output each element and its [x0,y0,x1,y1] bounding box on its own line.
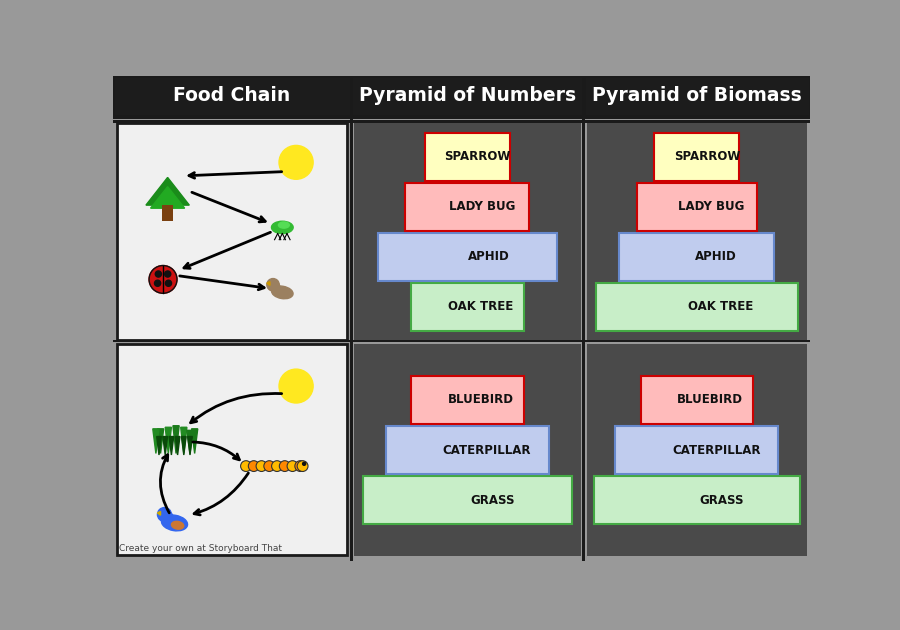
Bar [351,76,584,116]
Circle shape [156,271,161,277]
Circle shape [279,369,313,403]
Circle shape [295,461,306,471]
Polygon shape [146,178,189,205]
Ellipse shape [272,221,293,234]
Text: APHID: APHID [695,250,736,263]
Bar [637,183,757,231]
Polygon shape [163,437,167,455]
Bar [112,76,351,116]
Text: LADY BUG: LADY BUG [678,200,744,213]
Text: BLUEBIRD: BLUEBIRD [678,394,743,406]
Bar [584,76,810,116]
Bar [594,476,799,524]
Bar [587,123,807,340]
Ellipse shape [278,222,289,228]
Bar [386,426,549,474]
Text: Create your own at Storyboard That: Create your own at Storyboard That [119,544,282,553]
Polygon shape [158,429,164,454]
Circle shape [272,461,283,471]
Text: GRASS: GRASS [471,493,515,507]
Ellipse shape [160,512,173,522]
Bar [117,344,346,554]
Text: OAK TREE: OAK TREE [688,301,753,313]
Bar [363,476,572,524]
Polygon shape [187,430,194,454]
Text: SPARROW: SPARROW [674,150,741,163]
Circle shape [279,461,290,471]
Ellipse shape [272,286,293,299]
Text: LADY BUG: LADY BUG [449,200,516,213]
Bar [405,183,529,231]
Text: OAK TREE: OAK TREE [448,301,514,313]
Bar [112,116,810,118]
Text: CATERPILLAR: CATERPILLAR [443,444,531,457]
Bar [411,283,524,331]
Polygon shape [158,512,160,515]
Bar [411,376,524,424]
Text: GRASS: GRASS [699,493,743,507]
Circle shape [297,461,308,471]
Polygon shape [157,437,161,455]
Text: BLUEBIRD: BLUEBIRD [448,394,514,406]
Bar [587,344,807,556]
Bar [619,233,774,280]
Circle shape [302,462,306,466]
Ellipse shape [161,515,187,531]
Circle shape [149,265,177,293]
Circle shape [165,271,171,277]
Bar [112,120,810,123]
Circle shape [248,461,259,471]
Polygon shape [266,282,270,285]
Text: SPARROW: SPARROW [445,150,511,163]
Bar [582,76,585,561]
Text: Food Chain: Food Chain [173,86,291,105]
Bar [596,283,797,331]
Circle shape [166,280,172,286]
Circle shape [240,461,251,471]
Bar [355,123,580,340]
Ellipse shape [172,521,184,529]
Polygon shape [150,186,184,209]
Ellipse shape [269,282,280,292]
Circle shape [264,461,274,471]
Polygon shape [153,429,159,454]
Bar [654,133,740,181]
Bar [616,426,778,474]
Bar [641,376,753,424]
Circle shape [287,461,298,471]
Text: Pyramid of Biomass: Pyramid of Biomass [592,86,802,105]
Polygon shape [182,437,186,455]
Text: CATERPILLAR: CATERPILLAR [672,444,760,457]
Bar [355,344,580,556]
Polygon shape [192,429,198,454]
Circle shape [155,280,161,286]
Text: Pyramid of Numbers: Pyramid of Numbers [359,86,576,105]
Bar [425,133,510,181]
Circle shape [266,278,279,291]
Circle shape [158,508,171,522]
Circle shape [256,461,267,471]
Polygon shape [169,437,174,455]
Bar [112,340,810,343]
Text: APHID: APHID [468,250,509,263]
Polygon shape [173,426,179,454]
Bar [378,233,556,280]
Polygon shape [181,427,187,454]
Bar [349,76,353,561]
Polygon shape [188,437,193,455]
Polygon shape [176,437,180,455]
Bar [117,123,346,340]
Polygon shape [166,427,171,454]
Bar [162,205,173,220]
Circle shape [279,146,313,180]
